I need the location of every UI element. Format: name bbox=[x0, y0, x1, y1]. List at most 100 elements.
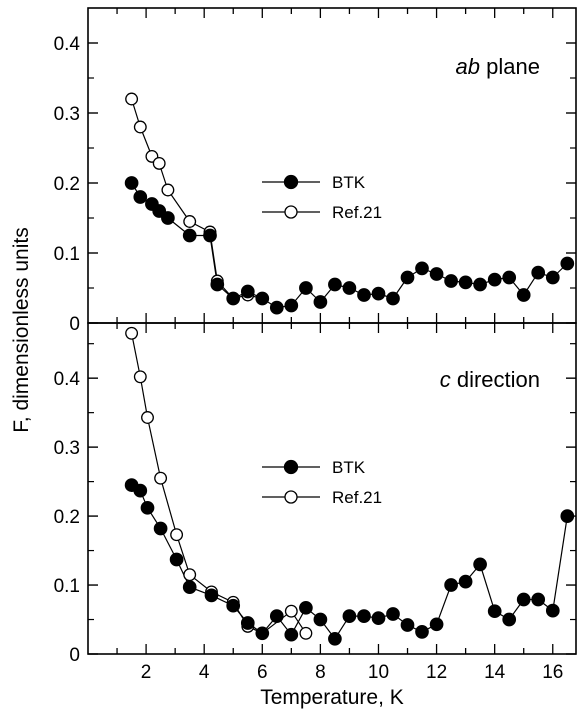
y-tick-label: 0.1 bbox=[54, 244, 80, 265]
y-tick-label: 0.1 bbox=[54, 576, 80, 597]
btk-point bbox=[502, 612, 517, 627]
legend-ref21-marker bbox=[284, 490, 298, 504]
btk-point bbox=[299, 600, 313, 615]
ref21-point bbox=[170, 528, 184, 542]
legend-ref21-label: Ref.21 bbox=[332, 488, 382, 507]
x-tick-label: 4 bbox=[199, 662, 210, 683]
btk-point bbox=[342, 281, 357, 295]
y-tick-label: 0.2 bbox=[54, 174, 80, 195]
x-tick-label: 2 bbox=[141, 662, 152, 683]
top-panel-title: ab plane bbox=[456, 54, 540, 79]
x-tick-label: 6 bbox=[257, 662, 268, 683]
ref21-point bbox=[125, 92, 139, 106]
y-tick-label: 0 bbox=[69, 645, 80, 666]
btk-point bbox=[255, 291, 270, 306]
btk-point bbox=[342, 609, 357, 623]
btk-point bbox=[400, 270, 415, 285]
y-tick-label: 0.2 bbox=[54, 507, 80, 528]
btk-point bbox=[133, 483, 148, 498]
btk-point bbox=[204, 588, 219, 603]
legend-ref21-label: Ref.21 bbox=[332, 203, 382, 222]
btk-point bbox=[444, 578, 458, 592]
btk-point bbox=[328, 277, 342, 292]
btk-point bbox=[415, 261, 429, 276]
btk-point bbox=[210, 277, 225, 292]
ref21-point bbox=[183, 568, 197, 582]
btk-point bbox=[429, 617, 444, 632]
x-tick-label: 10 bbox=[368, 662, 389, 683]
ref21-point bbox=[141, 411, 154, 424]
btk-point bbox=[182, 580, 197, 594]
btk-point bbox=[560, 509, 575, 523]
btk-point bbox=[386, 291, 400, 306]
btk-point bbox=[269, 300, 284, 315]
btk-point bbox=[473, 277, 487, 292]
btk-point bbox=[429, 267, 444, 281]
btk-point bbox=[531, 592, 546, 607]
ref21-point bbox=[152, 156, 166, 170]
legend-btk-label: BTK bbox=[332, 173, 366, 192]
btk-point bbox=[153, 521, 168, 536]
x-tick-label: 12 bbox=[426, 662, 447, 683]
y-tick-label: 0 bbox=[69, 314, 80, 335]
btk-point bbox=[415, 625, 429, 639]
btk-point bbox=[458, 574, 473, 589]
ref21-point bbox=[154, 471, 168, 485]
btk-point bbox=[560, 256, 575, 271]
legend-btk-marker bbox=[283, 174, 299, 190]
btk-point bbox=[299, 281, 313, 295]
ref21-point bbox=[284, 604, 298, 618]
btk-point bbox=[140, 500, 155, 515]
y-tick-label: 0.4 bbox=[54, 369, 81, 390]
btk-point bbox=[133, 190, 148, 204]
legend-btk-label: BTK bbox=[332, 458, 366, 477]
ref21-point bbox=[133, 370, 147, 384]
btk-point bbox=[371, 286, 386, 301]
btk-point bbox=[240, 616, 255, 630]
ref21-point bbox=[125, 326, 139, 340]
btk-point bbox=[203, 228, 217, 243]
ref21-point bbox=[299, 626, 313, 640]
btk-point bbox=[487, 604, 502, 619]
btk-point bbox=[357, 288, 371, 302]
btk-point bbox=[444, 274, 458, 288]
btk-point bbox=[487, 272, 502, 287]
x-axis-title: Temperature, K bbox=[260, 686, 404, 709]
y-tick-label: 0.3 bbox=[54, 438, 80, 459]
btk-point bbox=[400, 618, 415, 632]
btk-point bbox=[269, 609, 284, 623]
btk-point bbox=[357, 609, 371, 623]
btk-point bbox=[328, 631, 342, 646]
btk-point bbox=[255, 626, 270, 641]
y-axis-title: F, dimensionless units bbox=[10, 227, 33, 432]
btk-point bbox=[226, 598, 241, 613]
y-tick-label: 0.3 bbox=[54, 104, 80, 125]
btk-point bbox=[182, 228, 197, 243]
legend-btk-marker bbox=[283, 459, 299, 475]
btk-point bbox=[371, 611, 386, 625]
btk-point bbox=[458, 275, 473, 290]
btk-point bbox=[473, 557, 487, 572]
bottom-panel-title: c direction bbox=[440, 367, 540, 392]
btk-point bbox=[545, 603, 560, 618]
x-tick-label: 14 bbox=[484, 662, 506, 683]
btk-point bbox=[161, 211, 175, 225]
btk-point bbox=[284, 298, 299, 313]
btk-point bbox=[545, 270, 560, 285]
btk-point bbox=[284, 627, 299, 642]
ref21-point bbox=[161, 183, 175, 197]
btk-point bbox=[313, 295, 328, 309]
btk-point bbox=[516, 592, 531, 607]
btk-point bbox=[502, 270, 517, 285]
btk-point bbox=[516, 288, 531, 302]
btk-point bbox=[386, 607, 400, 621]
x-tick-label: 16 bbox=[542, 662, 563, 683]
chart-marks: 0 0.1 0.2 0.3 0.4 BTK Ref.21 0 0.1 0.2 0.3 0.4 2 4 6 8 1… bbox=[54, 8, 576, 683]
ref21-point bbox=[183, 215, 197, 228]
x-tick-label: 8 bbox=[315, 662, 326, 683]
btk-point bbox=[226, 291, 241, 306]
y-tick-label: 0.4 bbox=[54, 34, 81, 55]
ref21-point bbox=[133, 120, 147, 134]
bottom-panel-frame bbox=[87, 322, 577, 655]
